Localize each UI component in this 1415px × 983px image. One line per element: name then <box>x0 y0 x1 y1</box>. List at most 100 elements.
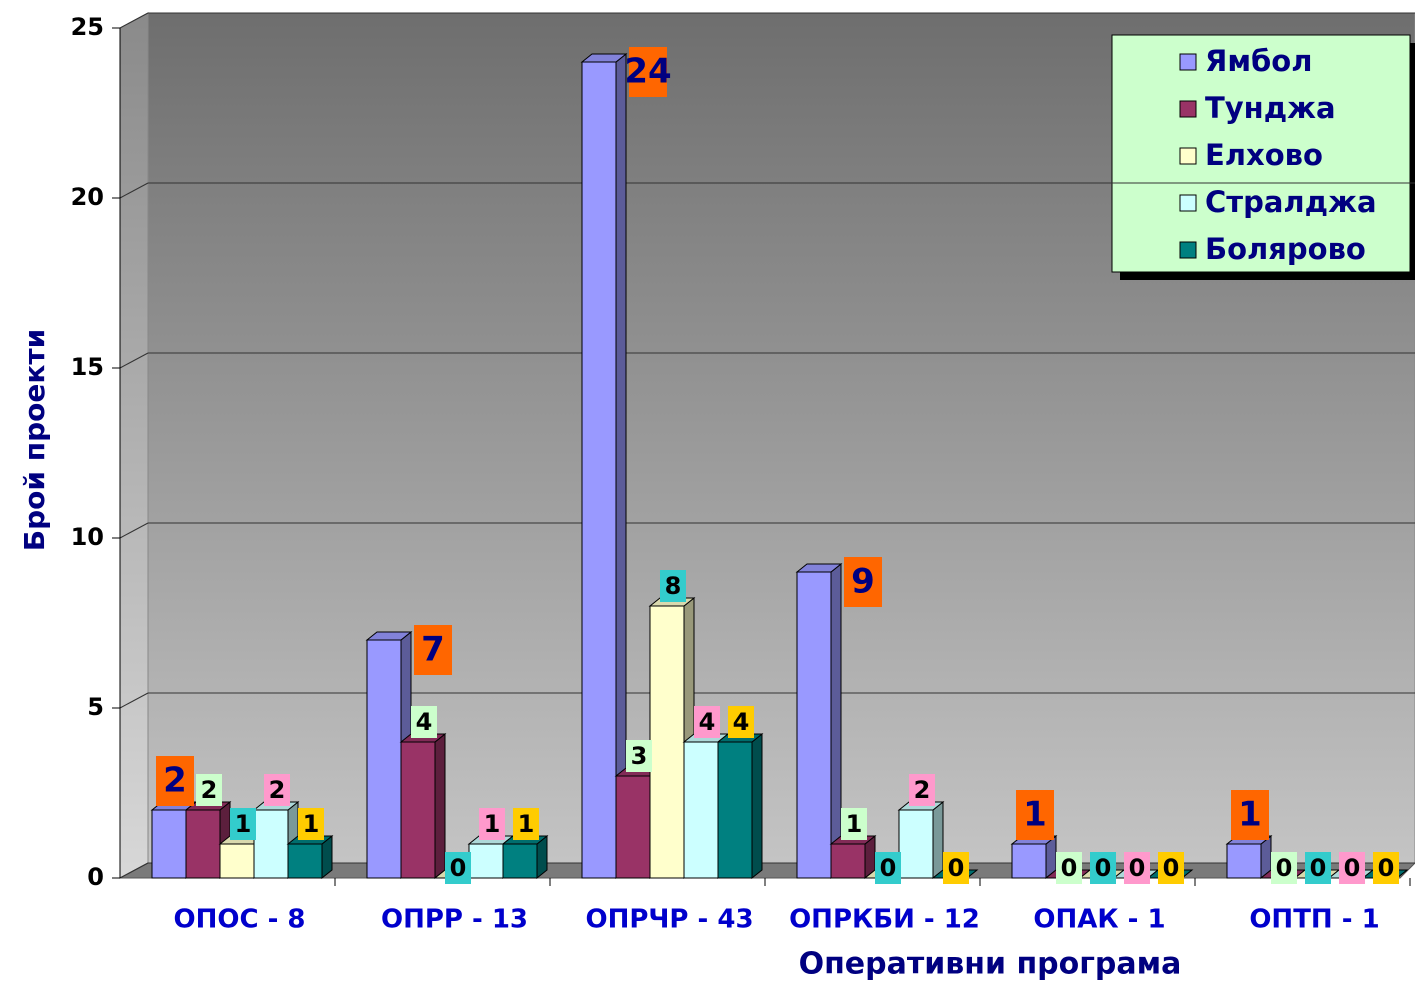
bar <box>151 809 187 879</box>
value-label-bg <box>414 625 452 675</box>
x-axis-title: Оперативни програма <box>799 947 1182 982</box>
bar <box>581 61 617 879</box>
grid-line <box>119 352 149 369</box>
y-tick-label: 0 <box>87 863 104 891</box>
value-label: 0 <box>1378 854 1395 882</box>
value-label-bg <box>196 774 222 806</box>
value-label-bg <box>629 47 667 97</box>
legend-label: Стралджа <box>1205 185 1377 219</box>
bar-side <box>830 562 842 880</box>
bar-side <box>751 732 763 880</box>
value-label: 4 <box>733 708 750 736</box>
value-label-bg <box>875 852 901 884</box>
value-label: 1 <box>518 810 535 838</box>
y-tick-label: 10 <box>71 523 104 551</box>
value-label-bg <box>1231 790 1269 840</box>
bar <box>649 605 685 879</box>
value-label-bg <box>1090 852 1116 884</box>
value-label: 8 <box>665 572 682 600</box>
value-label: 1 <box>1023 795 1047 835</box>
bar <box>796 571 832 879</box>
value-label: 0 <box>1129 854 1146 882</box>
value-label: 0 <box>948 854 965 882</box>
value-label-bg <box>298 808 324 840</box>
value-label-bg <box>513 808 539 840</box>
bar-side <box>932 800 944 880</box>
value-label: 3 <box>631 742 648 770</box>
y-tick-label: 20 <box>71 183 104 211</box>
y-axis-title: Брой проекти <box>18 329 51 551</box>
x-tick-label: ОПТП - 1 <box>1249 905 1379 935</box>
value-label: 4 <box>416 708 433 736</box>
legend-label: Елхово <box>1205 138 1323 172</box>
value-label: 1 <box>846 810 863 838</box>
value-label: 2 <box>914 776 931 804</box>
value-label-bg <box>694 706 720 738</box>
bar <box>468 843 504 879</box>
value-label-bg <box>841 808 867 840</box>
value-label-bg <box>909 774 935 806</box>
legend-swatch <box>1179 241 1197 259</box>
grid-line <box>119 862 149 879</box>
bar <box>400 741 436 879</box>
bar <box>287 843 323 879</box>
legend-swatch <box>1179 194 1197 212</box>
value-label-bg <box>479 808 505 840</box>
value-label: 2 <box>163 761 187 801</box>
bar <box>185 809 221 879</box>
bar <box>219 843 255 879</box>
value-label-bg <box>943 852 969 884</box>
value-label-bg <box>445 852 471 884</box>
x-tick-label: ОПРКБИ - 12 <box>789 905 980 935</box>
value-label: 7 <box>421 630 445 670</box>
value-label-bg <box>1016 790 1054 840</box>
x-tick-label: ОПАК - 1 <box>1033 905 1165 935</box>
value-label-bg <box>1158 852 1184 884</box>
side-wall <box>119 12 149 879</box>
y-tick-label: 15 <box>71 353 104 381</box>
y-tick-label: 5 <box>87 693 104 721</box>
value-label: 0 <box>1095 854 1112 882</box>
value-label: 4 <box>699 708 716 736</box>
value-label-bg <box>411 706 437 738</box>
value-label-bg <box>626 740 652 772</box>
grid-line <box>119 522 149 539</box>
bar <box>502 843 538 879</box>
value-label: 0 <box>880 854 897 882</box>
value-label: 0 <box>1061 854 1078 882</box>
legend <box>1111 34 1411 273</box>
bar <box>615 775 651 879</box>
bar <box>717 741 753 879</box>
value-label: 0 <box>1310 854 1327 882</box>
value-label-bg <box>1271 852 1297 884</box>
x-tick-label: ОПРЧР - 43 <box>585 905 753 935</box>
value-label: 9 <box>851 562 875 602</box>
bar <box>830 843 866 879</box>
bar-side <box>434 732 446 880</box>
value-label-bg <box>264 774 290 806</box>
value-label: 2 <box>201 776 218 804</box>
value-label: 1 <box>235 810 252 838</box>
value-label: 0 <box>1163 854 1180 882</box>
value-label-bg <box>660 570 686 602</box>
bar <box>1011 843 1047 879</box>
value-label: 1 <box>1238 795 1262 835</box>
legend-label: Ямбол <box>1205 44 1312 78</box>
legend-label: Тунджа <box>1205 91 1336 125</box>
bar <box>683 741 719 879</box>
grid-line <box>119 12 149 29</box>
value-label-bg <box>1056 852 1082 884</box>
value-label: 1 <box>484 810 501 838</box>
grid-line <box>119 182 149 199</box>
value-label-bg <box>156 756 194 806</box>
value-label-bg <box>1124 852 1150 884</box>
x-tick-label: ОПОС - 8 <box>173 905 305 935</box>
bar <box>1226 843 1262 879</box>
y-tick-label: 25 <box>71 13 104 41</box>
value-label: 2 <box>269 776 286 804</box>
bar-side <box>615 52 627 880</box>
legend-swatch <box>1179 53 1197 71</box>
value-label-bg <box>844 557 882 607</box>
legend-swatch <box>1179 147 1197 165</box>
